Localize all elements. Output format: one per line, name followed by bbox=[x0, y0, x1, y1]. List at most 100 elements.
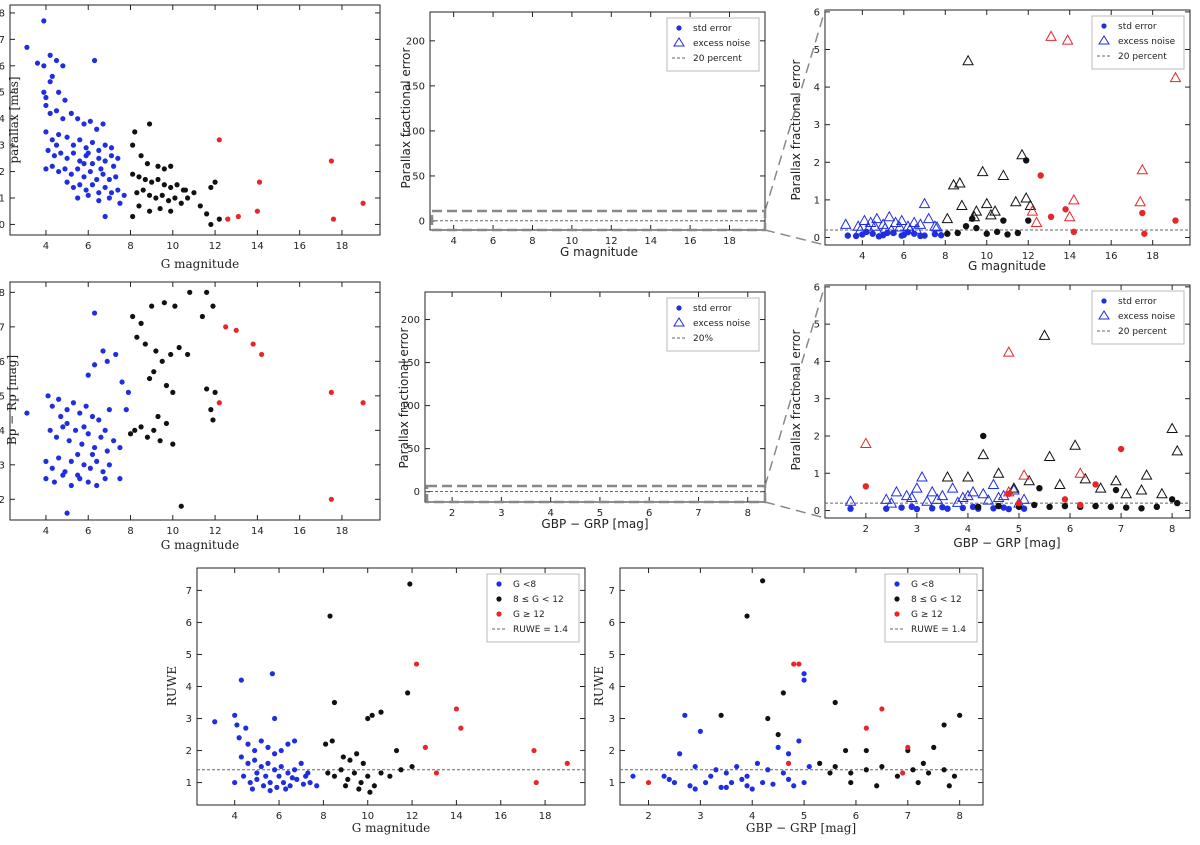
data-point-triangle bbox=[858, 214, 871, 226]
data-point bbox=[869, 230, 876, 237]
data-point bbox=[208, 184, 214, 191]
data-point bbox=[718, 784, 724, 790]
x-axis-label: G magnitude bbox=[560, 245, 638, 259]
x-tick-label: 3 bbox=[914, 524, 920, 535]
data-point bbox=[56, 131, 62, 138]
data-point bbox=[1020, 505, 1028, 512]
data-point bbox=[157, 205, 163, 212]
x-tick-label: 6 bbox=[1067, 524, 1073, 535]
data-point bbox=[185, 195, 191, 201]
x-tick-label: 12 bbox=[406, 811, 419, 822]
data-point bbox=[744, 773, 750, 779]
data-point bbox=[77, 476, 83, 482]
data-point bbox=[174, 182, 180, 188]
data-point-triangle bbox=[962, 470, 974, 482]
data-point bbox=[285, 770, 291, 776]
data-point bbox=[100, 469, 106, 475]
data-point bbox=[83, 403, 89, 409]
data-point bbox=[801, 671, 807, 677]
legend-text: 8 ≤ G < 12 bbox=[513, 595, 564, 605]
data-point bbox=[172, 303, 178, 309]
data-point bbox=[234, 722, 240, 728]
x-tick-label: 14 bbox=[644, 236, 657, 247]
data-point bbox=[954, 229, 961, 237]
data-point bbox=[883, 505, 890, 512]
data-point bbox=[45, 393, 51, 399]
data-point bbox=[1062, 206, 1069, 213]
data-point bbox=[149, 303, 155, 309]
data-point-triangle bbox=[889, 216, 902, 227]
data-point bbox=[64, 420, 70, 427]
data-point bbox=[47, 427, 53, 433]
data-point bbox=[765, 715, 771, 722]
data-point bbox=[75, 166, 81, 172]
data-point bbox=[238, 677, 244, 683]
y-tick-label: 3 bbox=[814, 120, 820, 131]
data-point bbox=[81, 161, 87, 167]
data-point bbox=[1092, 481, 1099, 488]
legend-box bbox=[486, 573, 580, 643]
data-point bbox=[951, 773, 958, 779]
legend-box bbox=[666, 17, 760, 72]
data-point bbox=[1005, 505, 1012, 513]
data-point bbox=[259, 351, 265, 358]
legend-box bbox=[1091, 290, 1185, 345]
data-point bbox=[453, 706, 460, 712]
data-point bbox=[360, 400, 366, 406]
data-point bbox=[130, 171, 136, 177]
data-point-triangle bbox=[1171, 444, 1184, 456]
data-point bbox=[232, 779, 238, 786]
data-point bbox=[232, 712, 238, 718]
data-point-triangle bbox=[1018, 493, 1030, 504]
data-point bbox=[250, 341, 256, 347]
x-tick-label: 5 bbox=[597, 508, 603, 519]
data-point bbox=[117, 200, 123, 206]
x-tick-label: 14 bbox=[450, 811, 463, 822]
data-point bbox=[1153, 503, 1161, 511]
x-tick-label: 4 bbox=[749, 811, 755, 822]
x-tick-label: 5 bbox=[801, 811, 807, 822]
data-point-triangle bbox=[1156, 487, 1168, 499]
x-tick-label: 10 bbox=[166, 241, 179, 252]
x-tick-label: 18 bbox=[723, 236, 736, 247]
data-point bbox=[89, 451, 96, 458]
legend-marker bbox=[894, 581, 900, 587]
data-point bbox=[210, 417, 216, 423]
data-point-triangle bbox=[977, 448, 990, 460]
data-point bbox=[289, 775, 295, 781]
data-point-triangle bbox=[936, 489, 949, 501]
data-point bbox=[132, 129, 138, 135]
data-point bbox=[115, 187, 121, 193]
data-point bbox=[151, 427, 157, 433]
data-point bbox=[168, 184, 174, 191]
data-point bbox=[908, 503, 915, 511]
y-tick-label: 1 bbox=[814, 195, 820, 206]
data-point bbox=[937, 232, 945, 239]
data-point bbox=[929, 505, 936, 512]
data-point bbox=[138, 153, 144, 159]
data-point bbox=[331, 773, 338, 779]
data-point bbox=[340, 754, 346, 760]
legend-marker bbox=[673, 37, 685, 47]
data-point bbox=[708, 773, 714, 779]
data-point bbox=[328, 389, 334, 395]
y-axis-label: RUWE bbox=[592, 666, 606, 706]
data-point bbox=[245, 741, 251, 747]
data-point-triangle bbox=[1008, 484, 1020, 495]
data-point bbox=[785, 751, 792, 757]
data-point bbox=[64, 407, 70, 413]
data-point bbox=[564, 760, 570, 766]
data-point bbox=[163, 420, 170, 427]
data-point bbox=[96, 417, 102, 423]
data-point bbox=[749, 786, 755, 792]
data-point bbox=[53, 142, 60, 148]
data-point bbox=[1092, 502, 1099, 510]
data-point bbox=[993, 228, 1001, 236]
x-tick-label: 16 bbox=[293, 241, 306, 252]
data-point bbox=[1031, 501, 1038, 509]
data-point bbox=[974, 503, 982, 511]
data-point bbox=[351, 770, 358, 776]
data-point-triangle bbox=[1043, 450, 1056, 461]
legend-text: G <8 bbox=[911, 580, 934, 590]
data-point bbox=[1061, 502, 1069, 510]
